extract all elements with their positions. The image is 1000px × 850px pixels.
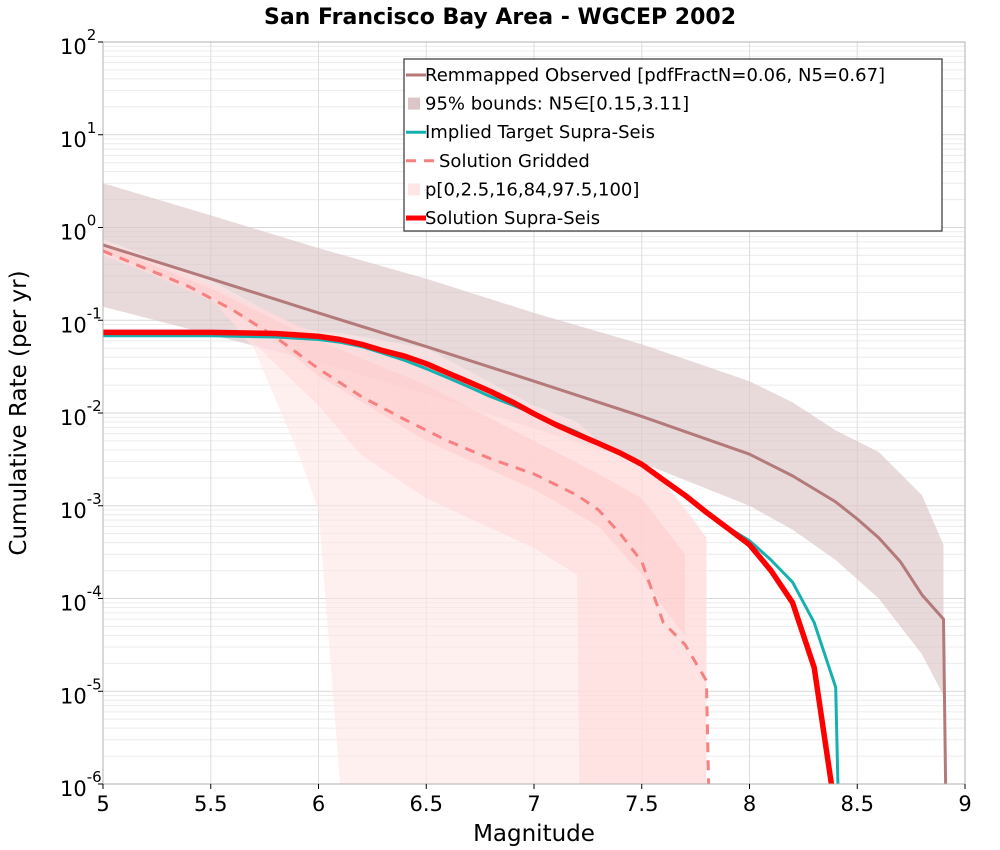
legend-label: 95% bounds: N5∈[0.15,3.11] [425,94,689,115]
y-tick-base: 10 [60,35,87,59]
series-remmapped-observed [102,243,948,785]
legend-swatch [408,97,420,110]
x-tick-label: 7.5 [625,792,658,816]
legend-label: p[0,2.5,16,84,97.5,100] [425,179,639,200]
y-tick-label: 10-1 [60,304,102,337]
y-tick-base: 10 [60,128,87,152]
x-tick-label: 8 [743,792,756,816]
chart-title: San Francisco Bay Area - WGCEP 2002 [264,5,736,30]
legend-label: Solution Supra-Seis [425,208,600,229]
y-tick-exponent: 2 [87,26,97,44]
legend-label: Remmapped Observed [pdfFractN=0.06, N5=0… [425,65,885,86]
y-tick-label: 102 [60,26,96,59]
y-tick-base: 10 [60,592,87,616]
x-axis-label: Magnitude [473,821,595,847]
y-tick-base: 10 [60,313,87,337]
y-tick-exponent: -3 [87,490,102,508]
y-tick-base: 10 [60,684,87,708]
y-tick-label: 10-3 [60,490,102,523]
y-tick-exponent: 1 [87,119,97,137]
y-tick-label: 100 [60,212,96,245]
y-tick-base: 10 [60,777,87,801]
y-tick-exponent: -6 [87,768,102,786]
y-tick-exponent: -1 [87,304,102,322]
x-tick-label: 9 [958,792,971,816]
x-tick-label: 7 [527,792,540,816]
x-tick-label: 6 [312,792,325,816]
series-solution-gridded [102,249,711,785]
y-tick-exponent: 0 [87,212,97,230]
legend: Remmapped Observed [pdfFractN=0.06, N5=0… [403,58,943,232]
series-lines [102,243,948,785]
y-tick-base: 10 [60,406,87,430]
legend-label: Solution Gridded [439,151,590,172]
legend-swatch [408,183,420,196]
band-p-0-100 [103,239,707,785]
y-tick-label: 10-4 [60,583,102,616]
y-tick-exponent: -4 [87,583,102,601]
y-tick-label: 10-5 [60,675,102,708]
y-tick-label: 101 [60,119,96,152]
y-tick-exponent: -2 [87,397,102,415]
legend-box [403,58,943,232]
legend-label: Implied Target Supra-Seis [425,122,655,143]
y-tick-exponent: -5 [87,675,102,693]
band-p-2-5-97-5 [103,241,707,784]
x-tick-label: 8.5 [841,792,874,816]
x-tick-label: 5.5 [194,792,227,816]
x-axis-ticks: 5 5.5 6 6.5 7 7.5 8 8.5 9 [96,784,972,816]
y-tick-base: 10 [60,221,87,245]
y-tick-label: 10-2 [60,397,102,430]
y-tick-base: 10 [60,499,87,523]
y-axis-label: Cumulative Rate (per yr) [6,270,32,555]
y-tick-label: 10-6 [60,768,102,801]
series-solution-supra-seis [103,329,835,785]
x-tick-label: 5 [96,792,109,816]
x-tick-label: 6.5 [410,792,443,816]
